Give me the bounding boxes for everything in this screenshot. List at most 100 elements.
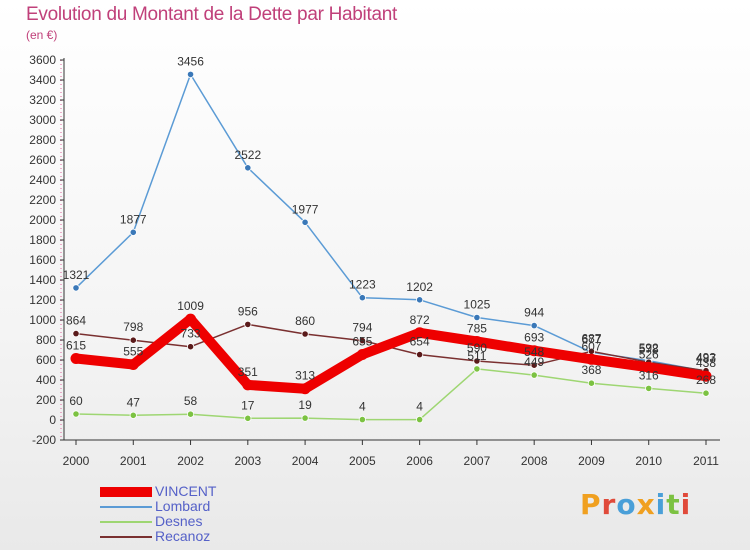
y-tick-label: 1400 [29,273,56,287]
data-label-desnes: 60 [69,394,83,408]
legend-swatch-lombard [100,505,152,508]
y-tick-label: 3000 [29,113,56,127]
data-point-desnes [473,365,481,373]
chart-subtitle: (en €) [26,28,58,42]
y-tick-label: 1800 [29,233,56,247]
series-line-lombard [75,73,707,373]
legend-swatch-vincent [100,486,152,497]
data-point-lombard [129,228,137,236]
data-label-lombard: 944 [524,306,544,320]
data-label-recanoz: 798 [123,320,143,334]
data-label-vincent: 438 [696,356,716,370]
data-point-lombard [72,284,80,292]
data-label-vincent: 607 [581,339,601,353]
x-tick-label: 2001 [120,454,147,468]
proxiti-logo: Proxiti [580,488,691,521]
data-label-recanoz: 733 [181,327,201,341]
data-point-vincent [242,379,254,391]
data-point-desnes [702,389,710,397]
data-point-recanoz [473,357,481,365]
y-tick-label: -200 [32,433,56,447]
data-label-vincent: 655 [352,335,372,349]
data-point-desnes [186,410,195,418]
data-point-recanoz [530,361,538,369]
data-label-desnes: 17 [241,398,255,412]
legend-label-desnes: Desnes [155,513,203,529]
data-point-lombard [416,296,424,304]
data-point-desnes [530,371,538,379]
logo-letter: t [666,488,681,521]
data-point-vincent [700,370,712,382]
data-point-recanoz [358,336,366,345]
data-point-vincent [585,353,597,365]
legend: VINCENT Lombard Desnes Recanoz [100,484,216,544]
data-point-vincent [414,327,426,339]
y-tick-label: 1600 [29,253,56,267]
data-point-lombard [301,218,309,226]
data-label-recanoz: 860 [295,314,315,328]
data-point-vincent [127,359,139,370]
x-tick-label: 2004 [292,454,319,468]
y-tick-label: 2800 [29,133,56,147]
chart-title: Evolution du Montant de la Dette par Hab… [26,4,397,25]
data-label-vincent: 785 [467,322,487,336]
data-point-lombard [244,164,252,172]
y-tick-label: 1000 [29,313,56,327]
y-tick-label: 1200 [29,293,56,307]
data-label-recanoz: 794 [352,321,372,335]
data-label-recanoz: 548 [524,345,544,359]
data-label-desnes: 4 [359,400,366,414]
data-point-vincent [299,383,311,395]
legend-item-desnes: Desnes [100,514,216,529]
y-tick-label: 400 [36,373,56,387]
data-label-lombard: 487 [696,351,716,365]
data-label-lombard: 1321 [63,268,90,282]
data-label-lombard: 592 [639,341,659,355]
data-point-lombard [358,294,366,302]
x-tick-label: 2010 [635,454,662,468]
x-tick-label: 2003 [234,454,261,468]
data-point-desnes [416,415,424,424]
y-tick-label: 200 [36,393,56,407]
data-label-lombard: 1877 [120,212,147,226]
data-label-vincent: 313 [295,369,315,383]
series-line-desnes [75,368,707,421]
data-point-vincent [70,353,82,364]
data-point-lombard [186,70,195,79]
data-point-recanoz [244,320,252,328]
data-label-desnes: 316 [639,368,659,382]
data-point-desnes [587,379,596,387]
data-point-desnes [301,414,309,422]
data-label-desnes: 449 [524,355,544,369]
data-point-lombard [530,321,538,330]
data-point-recanoz [72,329,80,338]
legend-label-recanoz: Recanoz [155,528,211,544]
x-tick-label: 2011 [693,454,719,468]
y-tick-label: 2200 [29,193,56,207]
data-point-vincent [185,313,197,325]
y-tick-label: 3200 [29,93,56,107]
logo-letter: x [636,488,656,521]
y-tick-label: 2600 [29,153,56,167]
data-label-desnes: 368 [581,363,601,377]
data-point-desnes [244,414,252,422]
legend-item-vincent: VINCENT [100,484,216,499]
legend-item-recanoz: Recanoz [100,529,216,544]
legend-swatch-desnes [100,520,152,523]
y-tick-label: 2000 [29,213,56,227]
data-label-vincent: 555 [123,345,143,359]
x-tick-label: 2002 [177,454,204,468]
legend-swatch-recanoz [100,535,152,538]
data-label-lombard: 3456 [177,54,204,68]
data-point-vincent [356,349,368,360]
x-tick-label: 2000 [63,454,90,468]
data-label-vincent: 526 [639,347,659,361]
data-label-desnes: 268 [696,373,716,387]
x-tick-label: 2007 [464,454,491,468]
y-tick-label: 3400 [29,73,56,87]
data-point-desnes [645,384,653,392]
data-label-recanoz: 654 [410,335,430,349]
data-point-recanoz [301,330,309,338]
data-point-vincent [528,345,540,357]
